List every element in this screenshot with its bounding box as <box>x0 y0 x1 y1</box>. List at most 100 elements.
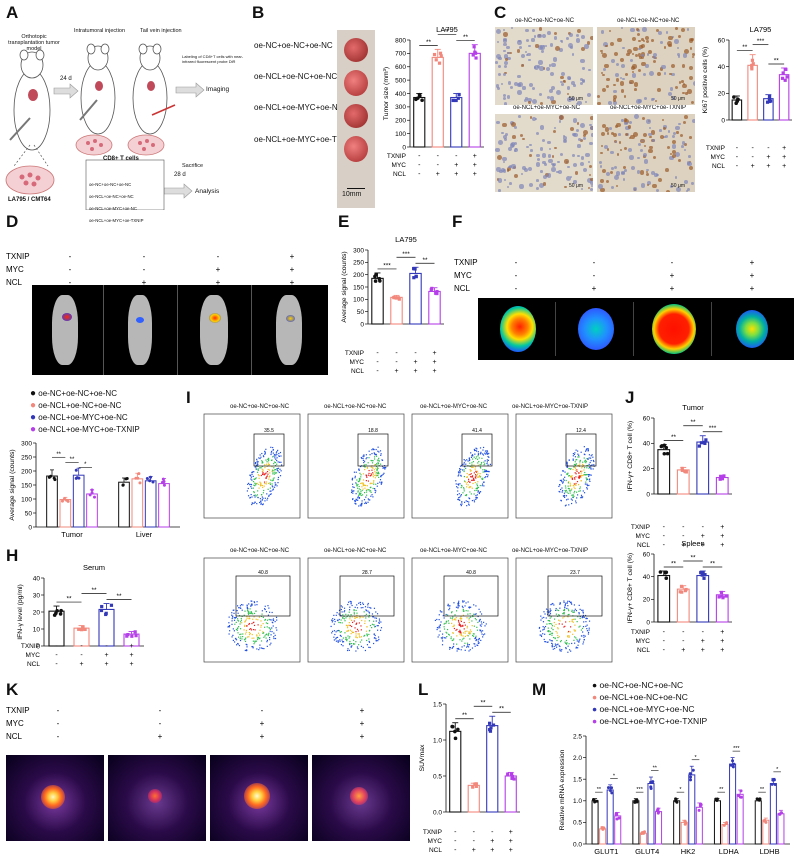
flow-event <box>264 608 266 611</box>
ihc-nucleus <box>683 143 687 146</box>
flow-event <box>434 619 437 622</box>
flow-event <box>479 629 481 631</box>
flow-event <box>368 638 370 640</box>
data-point <box>488 728 492 732</box>
ihc-nucleus <box>663 46 667 49</box>
flow-event <box>469 629 472 631</box>
data-point <box>104 612 108 617</box>
flow-event <box>281 464 283 466</box>
y-tick-label: 40 <box>643 441 651 448</box>
flow-event <box>460 484 463 487</box>
factor-sign: + <box>413 359 417 366</box>
flow-event <box>455 629 457 631</box>
flow-event <box>540 615 542 617</box>
flow-event <box>472 479 474 481</box>
sig-label: ** <box>91 587 97 594</box>
flow-event <box>577 456 579 458</box>
flow-plot-frame <box>515 413 613 519</box>
flow-bottom-title-3: oe-NCL+oe-MYC+oe-NC <box>420 548 488 554</box>
flow-event <box>559 620 561 622</box>
ihc-nucleus <box>656 72 661 77</box>
flow-event <box>355 650 357 652</box>
factor-sign: - <box>376 368 379 375</box>
ihc-nucleus <box>637 53 642 58</box>
sig-label: ** <box>463 34 469 41</box>
flow-event <box>246 606 248 609</box>
y-tick-label: 400 <box>395 91 406 98</box>
ihc-nucleus <box>611 59 615 64</box>
ihc-nucleus <box>497 64 501 68</box>
flow-event <box>459 630 461 633</box>
sig-label: ** <box>70 457 75 463</box>
flow-event <box>457 471 460 473</box>
flow-event <box>376 472 378 474</box>
ihc-nucleus <box>640 56 644 60</box>
flow-event <box>579 490 581 492</box>
flow-event <box>251 633 253 636</box>
ihc-nucleus <box>584 44 589 49</box>
flow-event <box>379 450 382 452</box>
flow-event <box>458 472 460 474</box>
flow-event <box>540 619 542 621</box>
ihc-nucleus <box>559 152 563 157</box>
flow-event <box>371 494 373 496</box>
flow-event <box>272 625 274 627</box>
flow-event <box>253 637 255 639</box>
flow-event <box>273 477 275 479</box>
flow-event <box>367 474 370 476</box>
flow-event <box>572 618 575 620</box>
x-tick-label: LDHB <box>760 847 780 856</box>
flow-event <box>463 462 465 464</box>
sig-label: ** <box>422 257 428 264</box>
flow-event <box>467 610 469 612</box>
ihc-nucleus <box>562 134 566 137</box>
flow-event <box>272 486 274 488</box>
ihc-nucleus <box>560 40 564 43</box>
flow-event <box>378 476 380 478</box>
flow-event <box>578 639 580 641</box>
flow-event <box>459 472 461 474</box>
flow-event <box>544 640 546 643</box>
flow-event <box>460 468 462 470</box>
flow-event <box>581 497 583 499</box>
flow-event <box>553 618 556 620</box>
flow-event <box>258 649 260 651</box>
flow-event <box>355 493 357 495</box>
flow-event <box>571 620 573 622</box>
ihc-nucleus <box>560 80 563 84</box>
tumor-sphere-4 <box>344 136 368 162</box>
data-point <box>649 787 653 791</box>
flow-event <box>477 481 479 483</box>
sig-label: * <box>776 767 779 773</box>
flow-event <box>475 456 478 458</box>
sig-label: * <box>679 787 682 793</box>
data-point <box>751 62 755 66</box>
flow-event <box>547 641 549 643</box>
ihc-nucleus <box>544 45 548 48</box>
ihc-nucleus <box>623 95 627 98</box>
flow-event <box>548 633 551 636</box>
ihc-nucleus <box>586 177 592 183</box>
f-frame-2 <box>558 302 634 356</box>
tumor-row-label-2: oe-NCL+oe-NC+oe-NC <box>254 72 338 81</box>
flow-event <box>557 637 559 639</box>
panel-label-b: B <box>252 3 265 22</box>
flow-event <box>357 497 359 499</box>
flow-event <box>458 605 460 607</box>
legend-m-label-2: oe-NCL+oe-NC+oe-NC <box>599 692 688 702</box>
factor-sign: - <box>55 643 58 650</box>
flow-event <box>476 483 478 485</box>
flow-event <box>563 492 566 494</box>
sig-label: ** <box>499 706 505 713</box>
flow-event <box>257 632 260 634</box>
flow-event <box>373 483 375 485</box>
flow-event <box>557 634 559 637</box>
flow-event <box>474 468 476 470</box>
data-point <box>699 571 703 575</box>
factor-sign: + <box>290 265 295 274</box>
flow-event <box>338 618 340 621</box>
flow-event <box>451 639 453 642</box>
flow-event <box>586 624 588 626</box>
ihc-nucleus <box>686 161 691 165</box>
flow-event <box>368 616 370 618</box>
